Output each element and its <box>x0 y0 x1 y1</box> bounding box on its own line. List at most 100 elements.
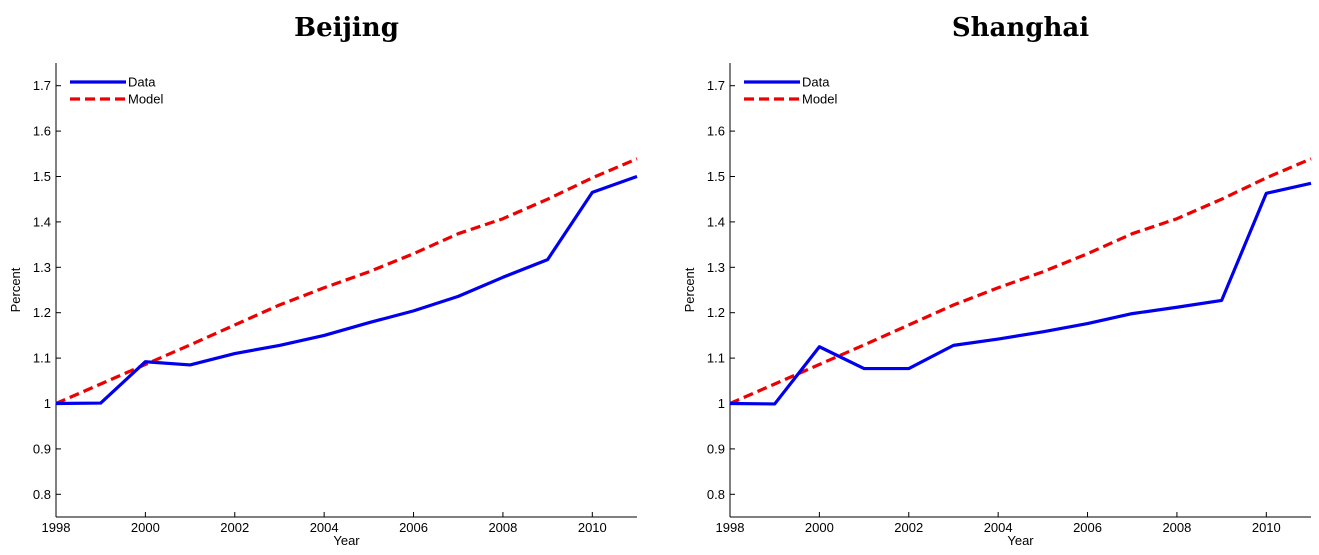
shanghai-point-model-2004 <box>997 286 1000 289</box>
shanghai-point-data-2004 <box>997 338 1000 341</box>
shanghai-x-tick-label: 2006 <box>1073 520 1102 535</box>
beijing-y-tick-label: 1.3 <box>33 260 51 275</box>
beijing-y-tick-label: 1.4 <box>33 214 51 229</box>
beijing-point-data-2000 <box>144 360 147 363</box>
shanghai-point-data-2009 <box>1220 299 1223 302</box>
shanghai-x-axis-label: Year <box>1007 533 1034 548</box>
beijing-point-model-1999 <box>99 382 102 385</box>
shanghai-point-data-2003 <box>952 344 955 347</box>
shanghai-point-data-1998 <box>729 402 732 405</box>
beijing-y-axis-label: Percent <box>8 267 23 312</box>
shanghai-y-tick-label: 1.4 <box>707 214 725 229</box>
shanghai-point-model-2010 <box>1265 176 1268 179</box>
shanghai-y-tick-label: 0.9 <box>707 441 725 456</box>
shanghai-x-tick-label: 2010 <box>1252 520 1281 535</box>
shanghai-chart: Shanghai 1998 2000 2002 2004 2006 2008 2010 0.8 0… <box>682 13 1313 548</box>
beijing-point-model-2008 <box>501 217 504 220</box>
shanghai-point-data-2001 <box>863 367 866 370</box>
shanghai-point-data-2011 <box>1310 182 1313 185</box>
beijing-point-data-2010 <box>591 191 594 194</box>
shanghai-point-model-1999 <box>773 382 776 385</box>
beijing-point-model-2011 <box>636 157 639 160</box>
shanghai-y-tick-label: 1.3 <box>707 260 725 275</box>
shanghai-point-model-2000 <box>818 363 821 366</box>
beijing-y-tick-label: 1.1 <box>33 351 51 366</box>
beijing-point-data-2009 <box>546 258 549 261</box>
beijing-point-data-2003 <box>278 344 281 347</box>
beijing-x-tick-label: 2010 <box>578 520 607 535</box>
shanghai-series-line-data <box>729 181 1312 406</box>
shanghai-y-tick-label: 1 <box>718 396 725 411</box>
shanghai-point-model-2007 <box>1131 232 1134 235</box>
shanghai-y-tick-label: 1.2 <box>707 305 725 320</box>
shanghai-x-tick-label: 2004 <box>984 520 1013 535</box>
shanghai-point-model-2006 <box>1086 252 1089 255</box>
shanghai-series-line-model <box>729 157 1312 405</box>
beijing-y-tick-label: 1.5 <box>33 169 51 184</box>
shanghai-y-tick-label: 1.5 <box>707 169 725 184</box>
beijing-point-model-2009 <box>546 198 549 201</box>
shanghai-point-data-2002 <box>907 367 910 370</box>
beijing-x-tick-label: 2002 <box>220 520 249 535</box>
beijing-series-line-data <box>55 174 638 406</box>
beijing-x-tick-label: 2006 <box>399 520 428 535</box>
shanghai-y-tick-label: 1.6 <box>707 124 725 139</box>
beijing-x-tick-label: 2008 <box>488 520 517 535</box>
beijing-x-tick-label: 2000 <box>131 520 160 535</box>
shanghai-point-data-2007 <box>1131 312 1134 315</box>
shanghai-y-axis-label: Percent <box>682 267 697 312</box>
beijing-y-tick-label: 1.2 <box>33 305 51 320</box>
beijing-point-data-2008 <box>501 276 504 279</box>
beijing-point-model-2001 <box>189 343 192 346</box>
beijing-point-model-2005 <box>367 270 370 273</box>
beijing-point-data-2011 <box>636 175 639 178</box>
beijing-point-data-2005 <box>367 321 370 324</box>
shanghai-x-tick-label: 2008 <box>1162 520 1191 535</box>
shanghai-y-tick-label: 0.8 <box>707 487 725 502</box>
shanghai-legend-label-data: Data <box>802 75 830 90</box>
shanghai-point-model-2001 <box>863 343 866 346</box>
beijing-y-tick-label: 1.6 <box>33 124 51 139</box>
beijing-point-data-2001 <box>189 363 192 366</box>
shanghai-point-data-2000 <box>818 345 821 348</box>
shanghai-legend: Data Model <box>744 75 838 107</box>
beijing-point-data-2007 <box>457 295 460 298</box>
shanghai-point-data-2006 <box>1086 322 1089 325</box>
beijing-chart: Beijing 1998 2000 2002 2004 2006 2008 2010 0.8 0.… <box>8 13 639 548</box>
shanghai-point-model-2011 <box>1310 157 1313 160</box>
beijing-x-tick-label: 2004 <box>310 520 339 535</box>
beijing-legend: Data Model <box>70 75 164 107</box>
beijing-point-model-2004 <box>323 286 326 289</box>
beijing-x-axis-label: Year <box>333 533 360 548</box>
beijing-y-tick-label: 0.8 <box>33 487 51 502</box>
shanghai-point-data-2008 <box>1175 306 1178 309</box>
shanghai-y-tick-label: 1.1 <box>707 351 725 366</box>
beijing-point-model-2006 <box>412 252 415 255</box>
shanghai-point-model-2005 <box>1041 270 1044 273</box>
beijing-point-model-2002 <box>233 323 236 326</box>
beijing-chart-title: Beijing <box>294 13 399 43</box>
beijing-point-model-2007 <box>457 232 460 235</box>
beijing-y-tick-label: 0.9 <box>33 441 51 456</box>
beijing-point-model-2010 <box>591 176 594 179</box>
shanghai-point-data-2010 <box>1265 192 1268 195</box>
beijing-point-data-2006 <box>412 309 415 312</box>
beijing-y-tick-label: 1.7 <box>33 78 51 93</box>
beijing-point-data-2002 <box>233 352 236 355</box>
shanghai-point-model-2009 <box>1220 198 1223 201</box>
shanghai-legend-label-model: Model <box>802 92 838 107</box>
shanghai-x-tick-label: 1998 <box>716 520 745 535</box>
shanghai-point-model-2008 <box>1175 217 1178 220</box>
shanghai-point-data-1999 <box>773 402 776 405</box>
shanghai-x-tick-label: 2000 <box>805 520 834 535</box>
beijing-x-tick-label: 1998 <box>42 520 71 535</box>
shanghai-point-data-2005 <box>1041 330 1044 333</box>
shanghai-point-model-2003 <box>952 303 955 306</box>
beijing-point-data-1998 <box>55 402 58 405</box>
beijing-series-line-model <box>55 157 638 405</box>
shanghai-y-tick-label: 1.7 <box>707 78 725 93</box>
beijing-y-tick-label: 1 <box>44 396 51 411</box>
shanghai-x-tick-label: 2002 <box>894 520 923 535</box>
beijing-point-data-1999 <box>99 402 102 405</box>
